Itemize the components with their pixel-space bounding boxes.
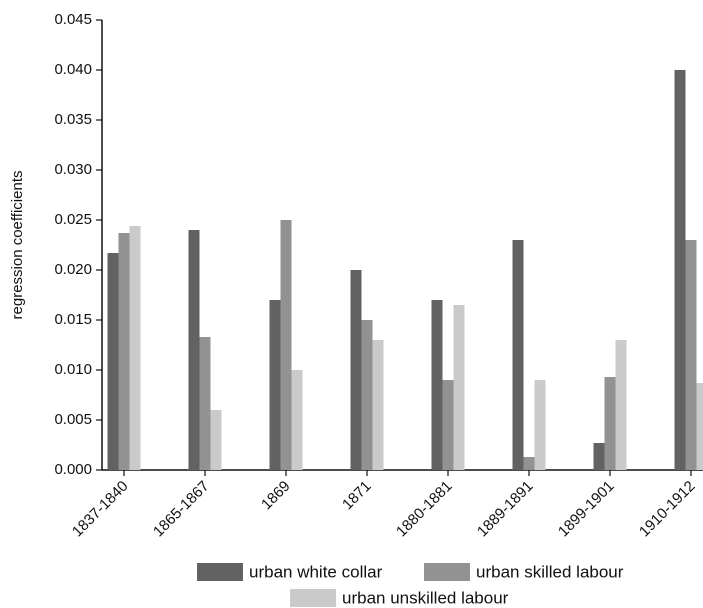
bar	[129, 226, 141, 470]
bar	[604, 377, 616, 470]
bar	[685, 240, 697, 470]
x-tick-label: 1865-1867	[150, 478, 213, 541]
x-tick-label: 1910-1912	[636, 478, 699, 541]
y-tick-label: 0.030	[54, 161, 92, 178]
bar	[350, 270, 362, 470]
bar	[107, 253, 119, 470]
x-tick-label: 1899-1901	[555, 478, 618, 541]
x-tick-label: 1837-1840	[69, 478, 132, 541]
bar	[188, 230, 200, 470]
y-tick-label: 0.035	[54, 111, 92, 128]
x-tick-label: 1880-1881	[393, 478, 456, 541]
bar	[118, 233, 130, 470]
y-tick-label: 0.025	[54, 211, 92, 228]
y-tick-label: 0.040	[54, 61, 92, 78]
bar	[453, 305, 465, 470]
y-tick-label: 0.015	[54, 311, 92, 328]
bar	[523, 457, 535, 470]
bar	[431, 300, 443, 470]
bar	[210, 410, 222, 470]
legend-swatch	[424, 563, 470, 581]
bar	[512, 240, 524, 470]
legend-swatch	[290, 589, 336, 607]
legend-label: urban unskilled labour	[342, 588, 509, 607]
legend-label: urban white collar	[249, 562, 383, 581]
bar	[593, 443, 605, 470]
bar	[372, 340, 384, 470]
bar	[615, 340, 627, 470]
bar	[442, 380, 454, 470]
bar	[291, 370, 303, 470]
bar	[269, 300, 281, 470]
y-tick-label: 0.010	[54, 361, 92, 378]
legend-swatch	[197, 563, 243, 581]
y-axis-label: regression coefficients	[9, 171, 26, 320]
bar	[280, 220, 292, 470]
legend: urban white collar urban skilled labour ur…	[197, 562, 624, 607]
bar	[674, 70, 686, 470]
y-tick-label: 0.020	[54, 261, 92, 278]
y-tick-label: 0.000	[54, 461, 92, 478]
x-tick-label: 1871	[339, 478, 375, 514]
y-tick-label: 0.045	[54, 11, 92, 28]
bar	[696, 383, 703, 470]
bar	[199, 337, 211, 470]
y-tick-label: 0.005	[54, 411, 92, 428]
legend-label: urban skilled labour	[476, 562, 624, 581]
x-tick-label: 1889-1891	[474, 478, 537, 541]
x-tick-label: 1869	[258, 478, 294, 514]
bar	[361, 320, 373, 470]
bar	[534, 380, 546, 470]
